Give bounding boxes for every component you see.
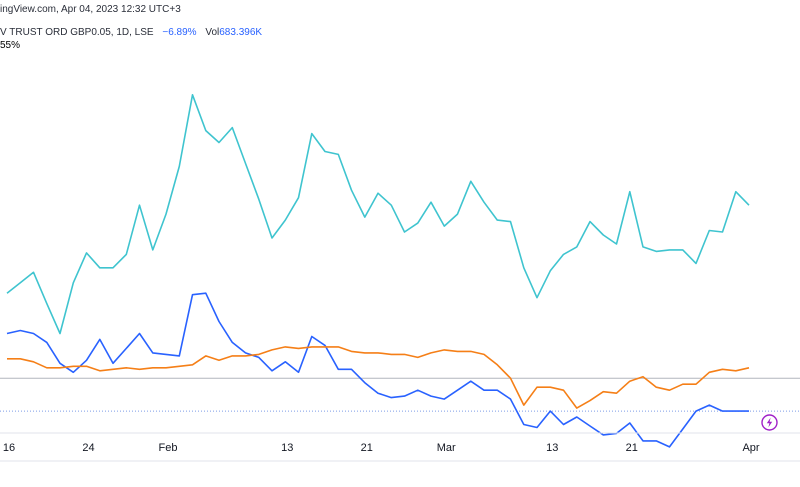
reference-lines	[0, 377, 800, 412]
x-tick-label: 21	[626, 442, 638, 454]
x-tick-label: 16	[3, 442, 15, 454]
change-percent: −6.89%	[162, 27, 197, 38]
symbol-header: V TRUST ORD GBP0.05, 1D, LSE −6.89% Vol6…	[0, 27, 262, 38]
second-symbol-header: 55%	[0, 40, 20, 51]
volume-value: 683.396K	[219, 27, 263, 38]
blue-series-line[interactable]	[6, 292, 749, 448]
symbol-text: V TRUST ORD GBP0.05, 1D, LSE	[0, 27, 154, 38]
x-tick-label: 13	[281, 442, 293, 454]
x-tick-label: 24	[82, 442, 94, 454]
second-symbol-change: 55%	[0, 40, 21, 51]
orange-series-line[interactable]	[7, 346, 750, 409]
source-text: ingView.com, Apr 04, 2023 12:32 UTC+3	[0, 4, 181, 15]
volume-label: Vol	[205, 27, 220, 38]
x-tick-label: 21	[361, 442, 373, 454]
x-tick-label: Apr	[742, 442, 759, 454]
x-tick-label: Mar	[437, 442, 456, 454]
source-header: ingView.com, Apr 04, 2023 12:32 UTC+3	[0, 4, 181, 15]
x-axis-ticks: 16 24 Feb 13 21 Mar 13 21 Apr	[3, 442, 760, 454]
x-tick-label: 13	[546, 442, 558, 454]
cyan-series-line[interactable]	[6, 94, 750, 335]
series-group	[6, 94, 750, 448]
lightning-icon[interactable]	[761, 414, 778, 431]
x-tick-label: Feb	[159, 442, 178, 454]
